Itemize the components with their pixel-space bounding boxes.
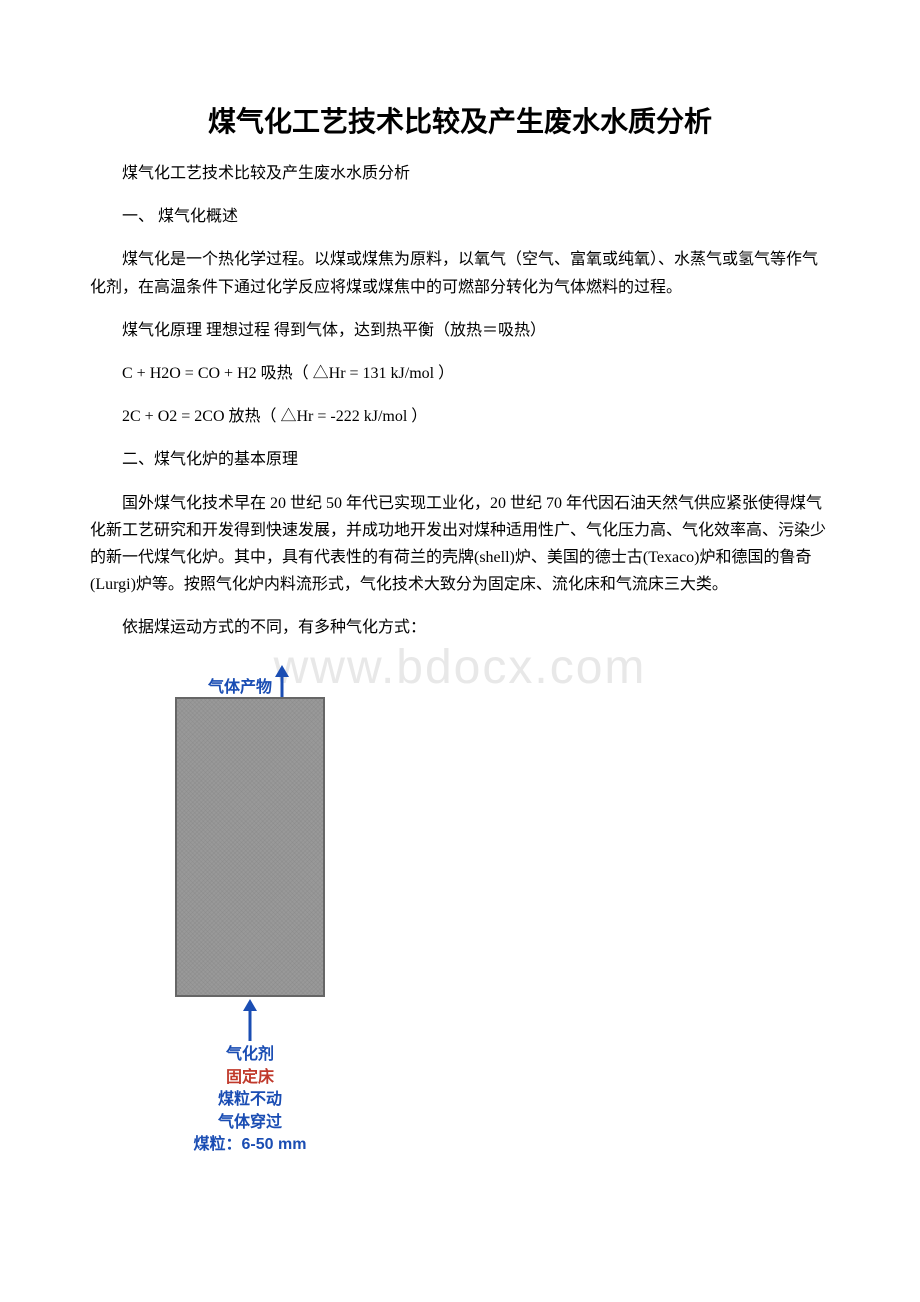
gas-product-label: 气体产物 <box>208 673 272 697</box>
paragraph-1: 煤气化是一个热化学过程。以煤或煤焦为原料，以氧气（空气、富氧或纯氧）、水蒸气或氢… <box>90 246 830 300</box>
diagram-bottom-labels: 气化剂 固定床 煤粒不动 气体穿过 煤粒：6-50 mm <box>194 1044 307 1156</box>
paragraph-3: 国外煤气化技术早在 20 世纪 50 年代已实现工业化，20 世纪 70 年代因… <box>90 490 830 599</box>
paragraph-2: 煤气化原理 理想过程 得到气体，达到热平衡（放热＝吸热） <box>90 317 830 344</box>
paragraph-4: 依据煤运动方式的不同，有多种气化方式： <box>90 614 830 641</box>
label-gas-through: 气体穿过 <box>194 1112 307 1134</box>
arrow-up-bottom-icon <box>240 997 260 1042</box>
equation-1: C + H2O = CO + H2 吸热（ △Hr = 131 kJ/mol ） <box>90 360 830 387</box>
reactor-box <box>175 697 325 997</box>
label-coal-static: 煤粒不动 <box>194 1089 307 1111</box>
section2-heading: 二、煤气化炉的基本原理 <box>90 446 830 473</box>
label-gasifier: 气化剂 <box>194 1044 307 1066</box>
page-title: 煤气化工艺技术比较及产生废水水质分析 <box>90 100 830 140</box>
label-fixed-bed: 固定床 <box>194 1067 307 1089</box>
section1-heading: 一、 煤气化概述 <box>90 203 830 230</box>
diagram-top-label-row: 气体产物 <box>208 657 292 697</box>
label-coal-size: 煤粒：6-50 mm <box>194 1134 307 1156</box>
equation-2: 2C + O2 = 2CO 放热（ △Hr = -222 kJ/mol ） <box>90 403 830 430</box>
arrow-up-icon <box>272 657 292 697</box>
fixed-bed-diagram: 气体产物 气化剂 固定床 煤粒不动 气体穿过 煤粒：6-50 mm <box>150 657 350 1156</box>
subtitle-line: 煤气化工艺技术比较及产生废水水质分析 <box>90 160 830 187</box>
